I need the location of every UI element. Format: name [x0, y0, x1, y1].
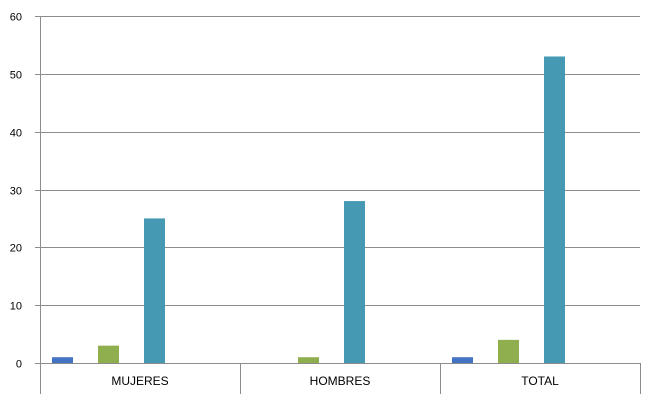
y-tick-label: 10 [10, 301, 22, 313]
y-tick-label: 40 [10, 128, 22, 140]
bar [298, 357, 319, 363]
bar [452, 357, 473, 363]
y-tick-label: 50 [10, 70, 22, 82]
bar [144, 218, 165, 363]
y-tick-label: 30 [10, 186, 22, 198]
bar [98, 345, 119, 363]
bar [544, 56, 565, 363]
bar [498, 339, 519, 363]
y-tick-label: 0 [16, 359, 22, 371]
bar [344, 201, 365, 363]
y-tick-label: 60 [10, 12, 22, 24]
x-tick-label: MUJERES [111, 374, 168, 388]
x-tick-label: TOTAL [521, 374, 559, 388]
y-tick-label: 20 [10, 243, 22, 255]
bar [52, 357, 73, 363]
x-tick-label: HOMBRES [310, 374, 371, 388]
